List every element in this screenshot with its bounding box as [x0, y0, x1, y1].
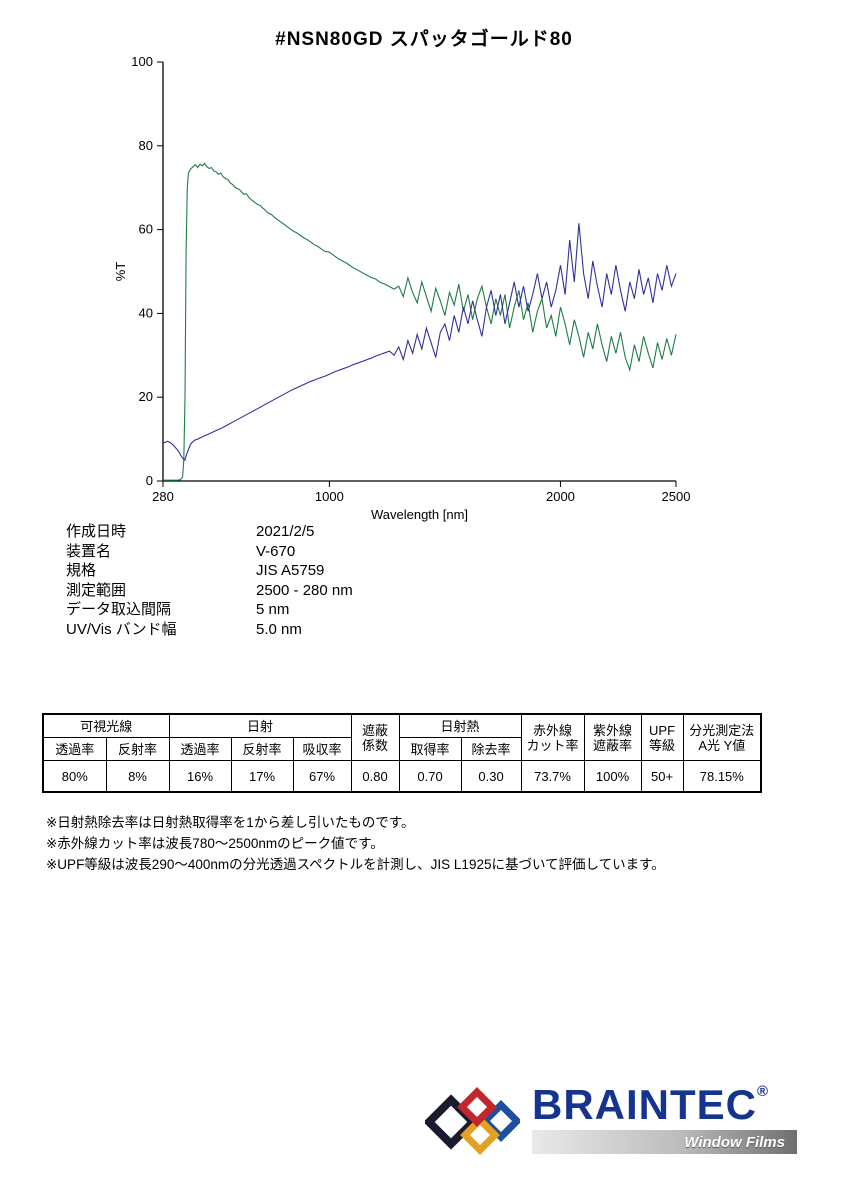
- metadata-value: V-670: [256, 542, 296, 560]
- table-group-header: 赤外線 カット率: [520, 713, 585, 761]
- metadata-row: データ取込間隔 5 nm: [66, 600, 353, 620]
- metadata-row: 測定範囲 2500 - 280 nm: [66, 581, 353, 601]
- metadata-value: 2021/2/5: [256, 523, 315, 540]
- spectrum-chart: 0 20 40 60 80 100 280 1000 2000 2500 Wavelength [n…: [113, 54, 691, 522]
- svg-text:60: 60: [139, 222, 153, 237]
- table-group-header: 紫外線 遮蔽率: [583, 713, 642, 761]
- table-value-cell: 16%: [168, 760, 232, 793]
- table-value-cell: 0.70: [398, 760, 462, 793]
- metadata-label: データ取込間隔: [66, 601, 172, 618]
- svg-text:280: 280: [152, 489, 174, 504]
- table-group-header: UPF 等級: [640, 713, 684, 761]
- braintec-logo: BRAINTEC ® Window Films: [425, 1083, 797, 1161]
- svg-text:2500: 2500: [662, 489, 691, 504]
- brand-tagline: Window Films: [684, 1133, 785, 1151]
- metadata-value: 5 nm: [256, 601, 290, 618]
- note-line: ※赤外線カット率は波長780～2500nmのピーク値です。: [46, 836, 384, 851]
- table-group-header: 分光測定法 A光 Y値: [682, 713, 762, 761]
- table-group-header: 日射: [168, 713, 352, 738]
- metadata-value: 5.0 nm: [256, 620, 302, 638]
- metadata-row: 装置名 V-670: [66, 542, 353, 562]
- logo-diamond-orange-icon: [460, 1115, 500, 1155]
- metadata-label: 装置名: [66, 542, 112, 560]
- logo-diamond-blue-icon: [480, 1100, 520, 1142]
- metadata-value: 2500 - 280 nm: [256, 581, 353, 599]
- svg-text:%T: %T: [113, 262, 128, 282]
- table-group-header: 遮蔽 係数: [350, 713, 400, 761]
- metadata-row: UV/Vis バンド幅 5.0 nm: [66, 620, 353, 640]
- table-sub-header: 反射率: [105, 737, 170, 761]
- table-value-cell: 50+: [640, 760, 684, 793]
- svg-text:100: 100: [131, 54, 153, 69]
- brand-name: BRAINTEC: [532, 1081, 757, 1128]
- footnotes: ※日射熱除去率は日射熱取得率を1から差し引いたものです。 ※赤外線カット率は波長…: [46, 812, 665, 875]
- table-value-cell: 80%: [42, 760, 107, 793]
- svg-text:20: 20: [139, 389, 153, 404]
- table-group-header: 日射熱: [398, 713, 522, 738]
- measurement-metadata: 作成日時 2021/2/5 装置名 V-670 規格 JIS A5759 測定範…: [66, 522, 353, 639]
- table-group-header: 可視光線: [42, 713, 170, 738]
- metadata-label: 規格: [66, 562, 97, 579]
- page-title: #NSN80GD スパッタゴールド80: [275, 29, 573, 50]
- logo-diamond-red-icon: [457, 1087, 497, 1127]
- brand-line: BRAINTEC ®: [532, 1083, 797, 1127]
- metadata-label: 作成日時: [66, 523, 127, 540]
- table-sub-header: 透過率: [42, 737, 107, 761]
- results-table: 可視光線 日射 遮蔽 係数 日射熱 赤外線 カット率 紫外線 遮蔽率 UPF 等…: [42, 713, 763, 793]
- svg-text:80: 80: [139, 138, 153, 153]
- table-value-cell: 73.7%: [520, 760, 585, 793]
- table-sub-header: 除去率: [460, 737, 522, 761]
- table-value-cell: 78.15%: [682, 760, 762, 793]
- note-line: ※UPF等級は波長290～400nmの分光透過スペクトルを計測し、JIS L19…: [46, 857, 665, 872]
- logo-text-block: BRAINTEC ® Window Films: [532, 1083, 797, 1154]
- metadata-row: 規格 JIS A5759: [66, 561, 353, 581]
- table-value-cell: 67%: [292, 760, 352, 793]
- svg-text:1000: 1000: [315, 489, 344, 504]
- table-value-cell: 0.30: [460, 760, 522, 793]
- metadata-value: JIS A5759: [256, 562, 325, 579]
- table-sub-header: 取得率: [398, 737, 462, 761]
- metadata-label: 測定範囲: [66, 581, 127, 599]
- svg-text:40: 40: [139, 305, 153, 320]
- note-line: ※日射熱除去率は日射熱取得率を1から差し引いたものです。: [46, 815, 415, 830]
- table-value-cell: 100%: [583, 760, 642, 793]
- table-sub-header: 透過率: [168, 737, 232, 761]
- svg-text:Wavelength [nm]: Wavelength [nm]: [371, 507, 468, 522]
- table-sub-header: 反射率: [230, 737, 294, 761]
- svg-text:0: 0: [146, 473, 153, 488]
- table-value-cell: 8%: [105, 760, 170, 793]
- metadata-label: UV/Vis バンド幅: [66, 620, 177, 638]
- table-value-cell: 0.80: [350, 760, 400, 793]
- svg-text:2000: 2000: [546, 489, 575, 504]
- metadata-row: 作成日時 2021/2/5: [66, 522, 353, 542]
- table-value-cell: 17%: [230, 760, 294, 793]
- brand-bar: Window Films: [532, 1130, 797, 1154]
- registered-mark: ®: [757, 1083, 769, 1100]
- table-sub-header: 吸収率: [292, 737, 352, 761]
- logo-diamonds-icon: [425, 1087, 520, 1155]
